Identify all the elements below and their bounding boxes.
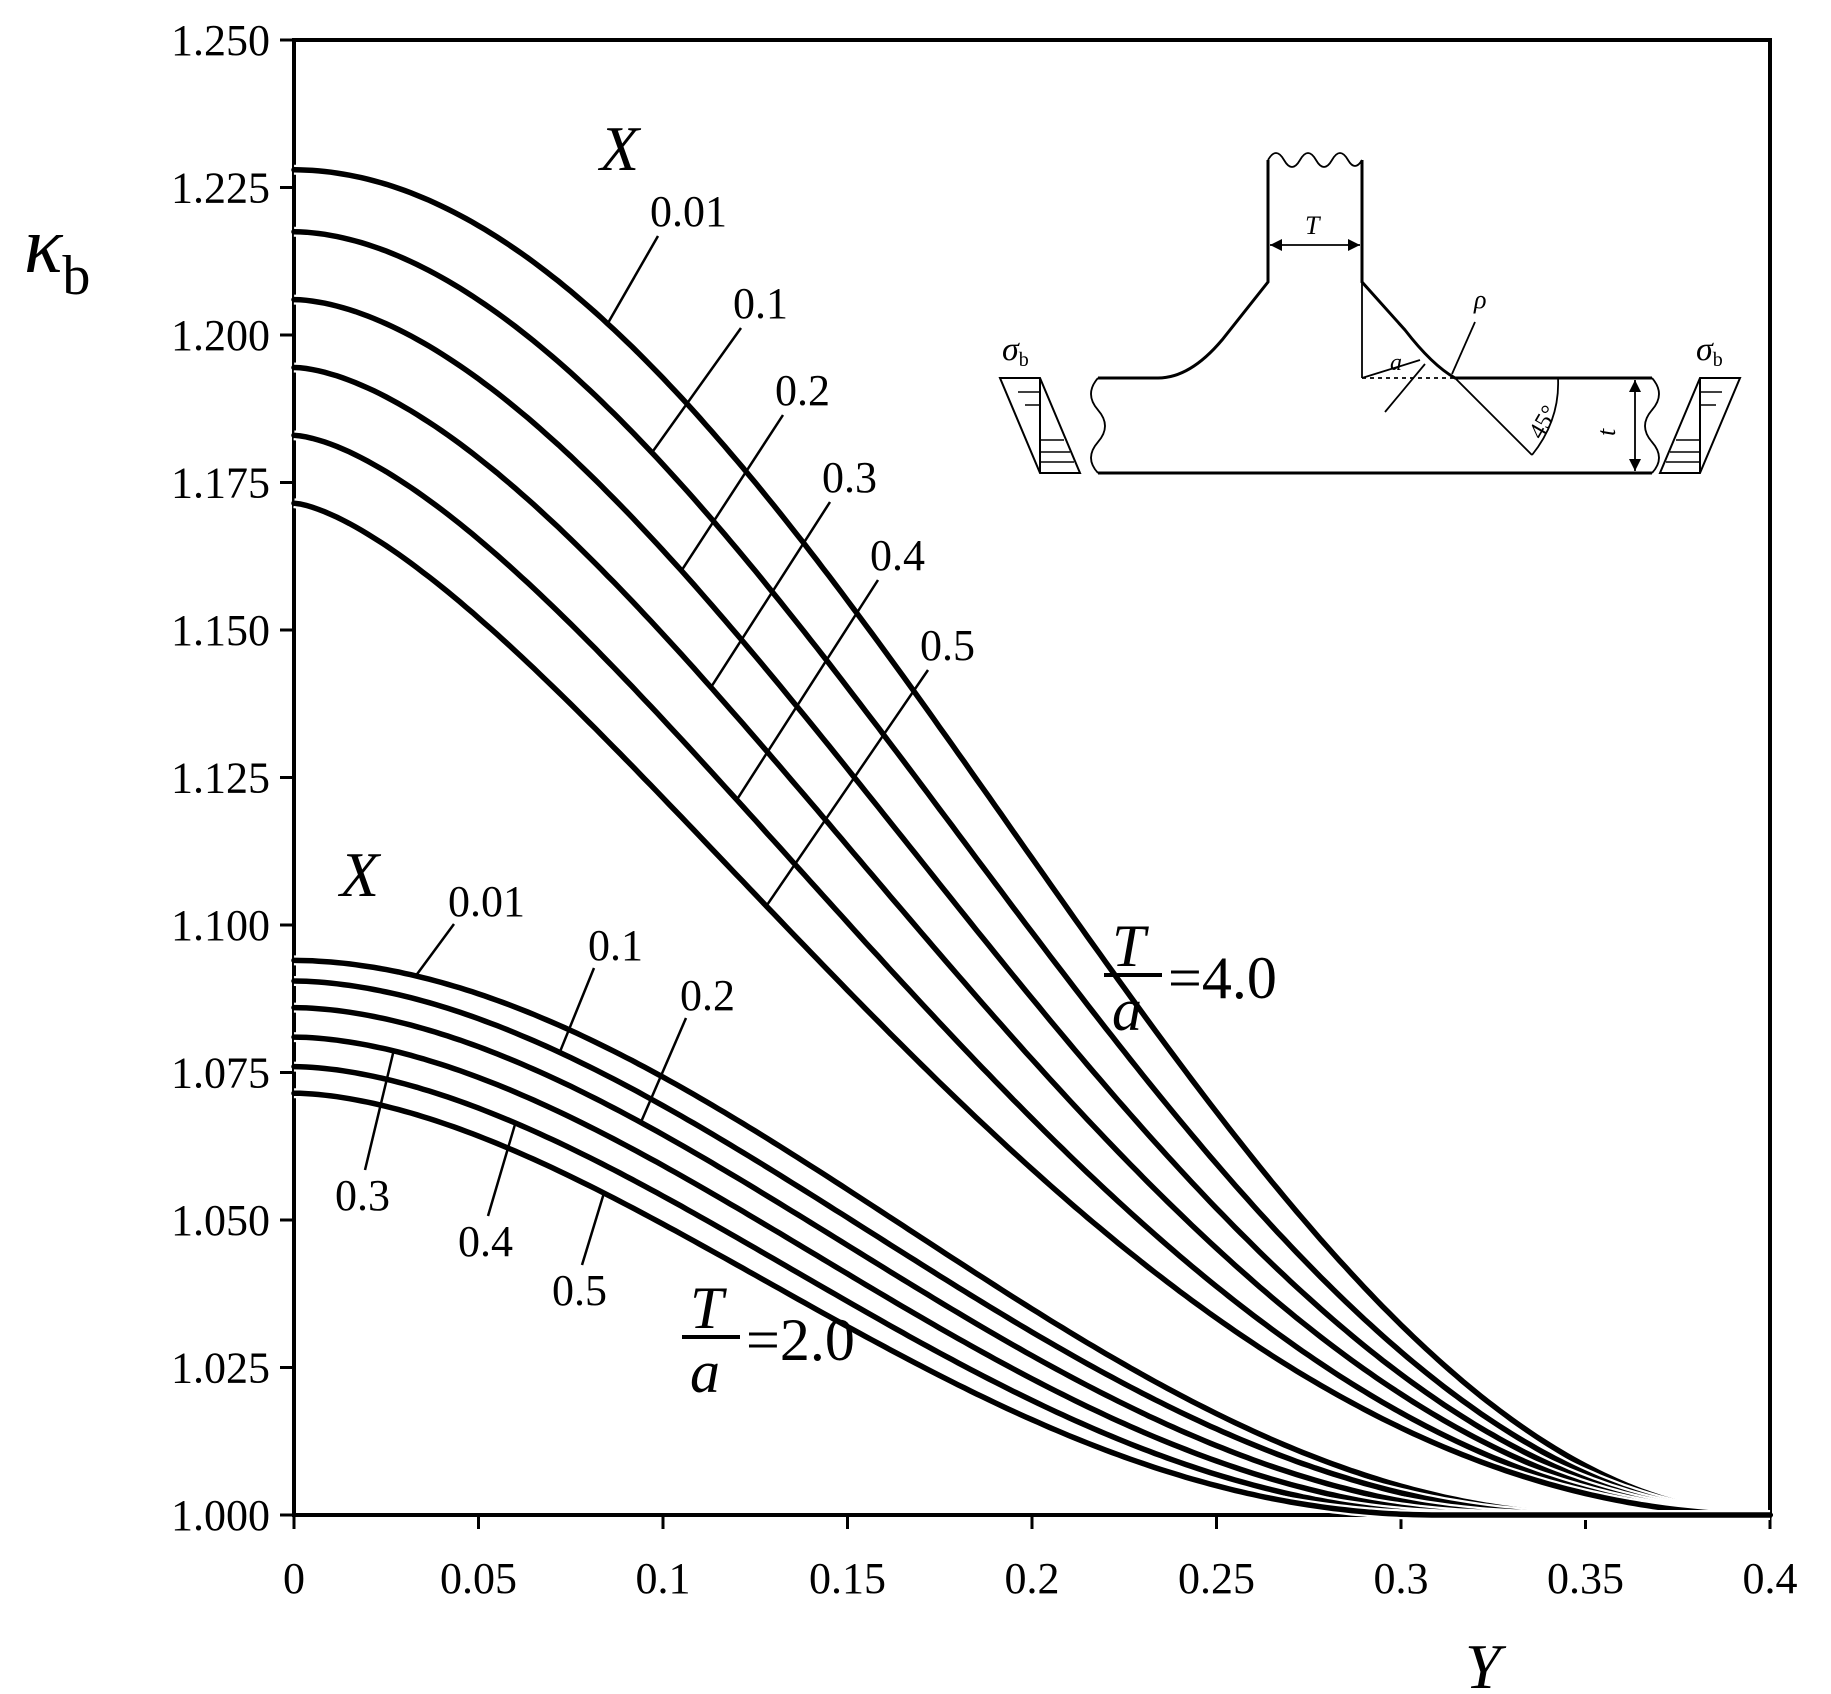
dim-T-arrow-left — [1270, 239, 1282, 251]
dim-t-arrow-top — [1629, 380, 1641, 392]
x-tick-label-2: 0.1 — [636, 1554, 691, 1603]
curves — [291, 164, 1773, 1520]
y-tick-label-4: 1.100 — [171, 901, 270, 950]
dim-t-arrow-bottom — [1629, 459, 1641, 471]
ratio-4-denominator: a — [1112, 977, 1142, 1043]
leader-upper-1 — [650, 327, 743, 454]
y-tick-label-0: 1.000 — [171, 1491, 270, 1540]
curve-label-upper-3: 0.3 — [822, 453, 877, 502]
dim-T-label: T — [1305, 211, 1321, 240]
leader-lower-3 — [363, 1050, 395, 1171]
dim-t-label: t — [1592, 428, 1621, 436]
curve-label-upper-0: 0.01 — [650, 187, 727, 236]
dim-T-arrow-right — [1348, 239, 1360, 251]
angle-ray — [1454, 377, 1533, 456]
curve-group0-x-0_01 — [291, 167, 1773, 1518]
ratio-4-numerator: T — [1112, 913, 1149, 979]
plot-frame — [292, 38, 1772, 1517]
x-tick-label-1: 0.05 — [440, 1554, 517, 1603]
crack-a-label: a — [1390, 350, 1402, 376]
angle-label: 45° — [1524, 401, 1563, 443]
angle-arc — [1531, 377, 1559, 456]
curve-group0-x-0_5 — [291, 500, 1773, 1518]
y-axis-label: κb — [24, 202, 90, 307]
curve-label-upper-5: 0.5 — [920, 621, 975, 670]
leader-upper-5 — [765, 669, 930, 907]
curve-outline-1-0 — [293, 955, 1770, 1520]
leader-lower-0 — [414, 923, 456, 977]
plate-break-left — [1090, 377, 1106, 474]
y-tick-label-2: 1.050 — [171, 1196, 270, 1245]
x-tick-label-4: 0.2 — [1005, 1554, 1060, 1603]
leader-lower-1 — [558, 967, 596, 1053]
curve-outline-0-3 — [293, 362, 1770, 1520]
curve-group1-x-0_01 — [291, 957, 1773, 1518]
leader-upper-2 — [680, 414, 785, 572]
curve-label-lower-2: 0.2 — [680, 971, 735, 1020]
web-break-line — [1267, 152, 1363, 168]
x-tick-label-8: 0.4 — [1743, 1554, 1798, 1603]
y-tick-label-1: 1.025 — [171, 1344, 270, 1393]
sigma-left-label: σb — [1002, 331, 1029, 371]
leader-upper-0 — [606, 235, 660, 325]
sigma-right-label: σb — [1696, 331, 1723, 371]
leader-upper-4 — [735, 579, 880, 801]
param-symbol-upper: X — [597, 113, 642, 184]
y-tick-label-6: 1.150 — [171, 606, 270, 655]
ratio-2-denominator: a — [690, 1339, 720, 1405]
ratio-2-value: =2.0 — [746, 1307, 855, 1373]
rho-leader — [1451, 321, 1476, 375]
x-tick-label-0: 0 — [283, 1554, 305, 1603]
leader-lower-2 — [639, 1017, 688, 1123]
y-tick-label-7: 1.175 — [171, 459, 270, 508]
curve-label-upper-1: 0.1 — [733, 279, 788, 328]
curve-label-lower-1: 0.1 — [588, 921, 643, 970]
curve-label-lower-3: 0.3 — [335, 1171, 390, 1220]
x-axis-label: Y — [1465, 1631, 1507, 1694]
y-tick-label-3: 1.075 — [171, 1049, 270, 1098]
param-symbol-lower: X — [337, 839, 382, 910]
curve-group0-x-0_3 — [291, 364, 1773, 1518]
x-tick-label-3: 0.15 — [809, 1554, 886, 1603]
stress-diagram-right: σb — [1658, 331, 1742, 474]
web-outline-right — [1360, 160, 1652, 380]
specimen-diagram: T a ρ 45° t σb — [998, 152, 1742, 475]
leader-upper-3 — [709, 501, 832, 689]
curve-label-upper-2: 0.2 — [775, 366, 830, 415]
curve-group0-x-0_1 — [291, 228, 1773, 1518]
y-tick-label-5: 1.125 — [171, 754, 270, 803]
curve-label-lower-4: 0.4 — [458, 1217, 513, 1266]
crack-a-leader — [1384, 363, 1426, 413]
curve-label-upper-4: 0.4 — [870, 531, 925, 580]
axes: 0 0.05 0.1 0.15 0.2 0.25 0.3 0.35 0.4 1.000 1.025 1… — [171, 16, 1798, 1603]
ratio-annotation-4: T a =4.0 — [1104, 913, 1277, 1043]
curve-labels: 0.010.10.20.30.40.50.010.10.20.30.40.5 — [335, 187, 975, 1315]
x-tick-label-7: 0.35 — [1547, 1554, 1624, 1603]
curve-group1-x-0_5 — [291, 1090, 1773, 1518]
leader-lower-4 — [486, 1122, 517, 1217]
ratio-annotation-2: T a =2.0 — [682, 1275, 855, 1405]
crack-a-line — [1361, 359, 1421, 379]
curve-label-lower-0: 0.01 — [448, 877, 525, 926]
y-tick-label-10: 1.250 — [171, 16, 270, 65]
web-outline — [1098, 160, 1270, 380]
ratio-4-value: =4.0 — [1168, 945, 1277, 1011]
stress-diagram-left: σb — [998, 331, 1082, 474]
y-axis-label-sub: b — [62, 245, 90, 307]
x-tick-label-5: 0.25 — [1178, 1554, 1255, 1603]
rho-label: ρ — [1473, 285, 1486, 314]
curve-group0-x-0_4 — [291, 432, 1773, 1518]
curve-group0-x-0_2 — [291, 296, 1773, 1518]
y-tick-label-9: 1.225 — [171, 164, 270, 213]
x-tick-label-6: 0.3 — [1374, 1554, 1429, 1603]
plate-break-right — [1644, 377, 1660, 474]
ratio-2-numerator: T — [690, 1275, 727, 1341]
curve-label-lower-5: 0.5 — [552, 1266, 607, 1315]
y-axis-label-main: κ — [24, 202, 64, 290]
y-tick-label-8: 1.200 — [171, 311, 270, 360]
leader-lower-5 — [580, 1192, 606, 1266]
